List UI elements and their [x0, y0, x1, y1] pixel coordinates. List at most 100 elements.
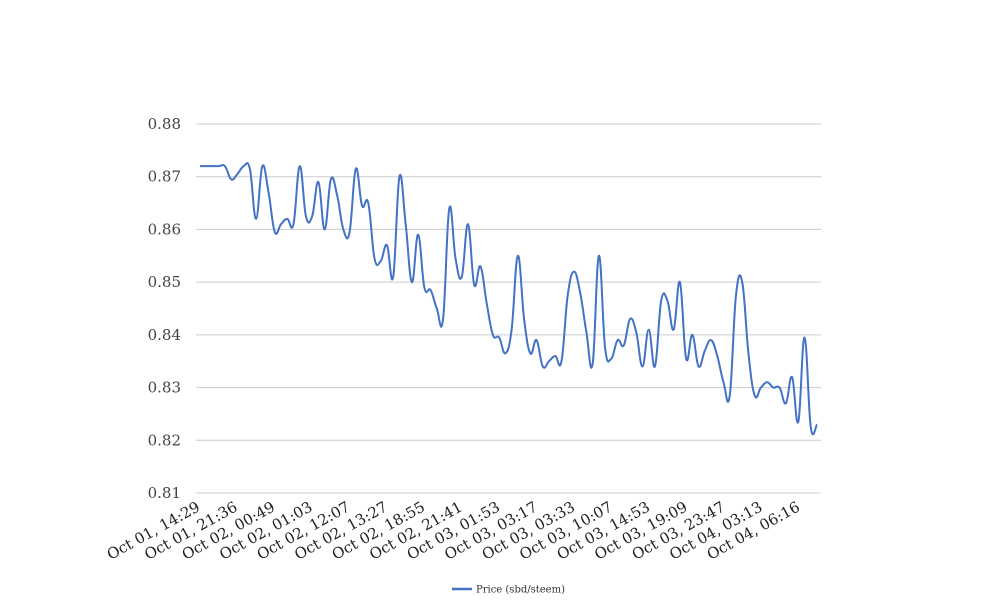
data-point	[386, 244, 388, 246]
data-point	[723, 381, 725, 383]
data-point	[635, 331, 637, 333]
data-point	[374, 257, 376, 259]
data-point	[342, 228, 344, 230]
y-tick-label: 0.87	[148, 168, 181, 186]
data-point	[797, 421, 799, 423]
data-point	[816, 423, 818, 425]
y-tick-label: 0.86	[148, 220, 181, 238]
data-point	[810, 426, 812, 428]
data-point	[467, 223, 469, 225]
data-point	[604, 347, 606, 349]
data-point	[679, 281, 681, 283]
data-point	[455, 257, 457, 259]
data-point	[492, 334, 494, 336]
data-point	[317, 181, 319, 183]
data-point	[529, 352, 531, 354]
data-point	[517, 255, 519, 257]
data-point	[405, 223, 407, 225]
data-point	[461, 276, 463, 278]
data-point	[324, 228, 326, 230]
data-point	[554, 355, 556, 357]
data-point	[567, 294, 569, 296]
series-line-0	[200, 162, 818, 436]
data-point	[598, 255, 600, 257]
data-point	[349, 231, 351, 233]
data-point	[498, 336, 500, 338]
data-point	[536, 339, 538, 341]
data-point	[473, 284, 475, 286]
data-point	[292, 223, 294, 225]
data-point	[729, 394, 731, 396]
data-point	[754, 394, 756, 396]
data-point	[585, 331, 587, 333]
data-point	[268, 192, 270, 194]
legend: Price (sbd/steem)	[452, 585, 565, 596]
data-point	[361, 205, 363, 207]
series-layer	[199, 162, 818, 436]
data-point	[766, 381, 768, 383]
data-point	[367, 202, 369, 204]
data-point	[623, 344, 625, 346]
data-point	[691, 334, 693, 336]
data-point	[716, 355, 718, 357]
data-point	[560, 360, 562, 362]
data-point	[779, 387, 781, 389]
data-point	[666, 300, 668, 302]
data-point	[330, 178, 332, 180]
y-axis-tick-labels: 0.81 0.82 0.83 0.84 0.85 0.86 0.87 0.88	[148, 115, 181, 502]
data-point	[654, 365, 656, 367]
data-point	[785, 402, 787, 404]
data-point	[486, 302, 488, 304]
data-point	[411, 281, 413, 283]
data-point	[280, 223, 282, 225]
data-point	[479, 265, 481, 267]
data-point	[741, 281, 743, 283]
data-point	[542, 365, 544, 367]
data-point	[610, 358, 612, 360]
data-point	[629, 318, 631, 320]
data-point	[211, 165, 213, 167]
data-point	[523, 318, 525, 320]
y-tick-label: 0.83	[148, 379, 181, 397]
data-point	[704, 350, 706, 352]
data-point	[573, 271, 575, 273]
y-tick-label: 0.88	[148, 115, 181, 133]
legend-label: Price (sbd/steem)	[476, 585, 565, 596]
data-point	[417, 234, 419, 236]
gridlines	[196, 123, 821, 494]
data-point	[392, 276, 394, 278]
data-point	[579, 292, 581, 294]
data-point	[804, 336, 806, 338]
y-tick-label: 0.84	[148, 326, 181, 344]
data-point	[772, 387, 774, 389]
y-tick-label: 0.82	[148, 431, 181, 449]
data-point	[299, 165, 301, 167]
data-point	[430, 289, 432, 291]
data-point	[685, 358, 687, 360]
data-point	[230, 178, 232, 180]
data-point	[511, 329, 513, 331]
data-point	[380, 260, 382, 262]
data-point	[199, 165, 201, 167]
data-point	[274, 231, 276, 233]
data-point	[673, 329, 675, 331]
data-point	[710, 339, 712, 341]
data-point	[218, 165, 220, 167]
data-point	[423, 286, 425, 288]
data-point	[617, 339, 619, 341]
data-point	[436, 308, 438, 310]
data-point	[261, 165, 263, 167]
data-point	[747, 352, 749, 354]
data-point	[760, 387, 762, 389]
data-point	[698, 365, 700, 367]
data-point	[592, 363, 594, 365]
data-point	[205, 165, 207, 167]
data-point	[791, 376, 793, 378]
data-point	[660, 300, 662, 302]
data-point	[305, 215, 307, 217]
y-tick-label: 0.85	[148, 273, 181, 291]
y-tick-label: 0.81	[148, 484, 181, 502]
